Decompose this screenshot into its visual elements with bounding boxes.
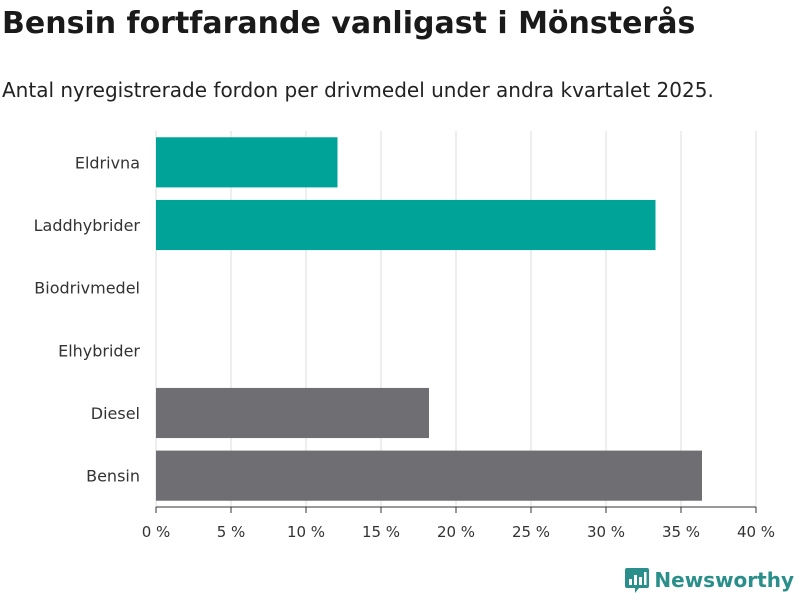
bar-bensin: [156, 450, 702, 501]
x-tick-labels: 0 % 5 % 10 % 15 % 20 % 25 % 30 % 35 % 40 %: [142, 507, 775, 541]
x-tick-label: 20 %: [437, 523, 475, 541]
x-tick-label: 5 %: [217, 523, 246, 541]
chart-subtitle: Antal nyregistrerade fordon per drivmede…: [2, 78, 714, 102]
brand-name: Newsworthy: [654, 568, 794, 592]
bar-chart: Eldrivna Laddhybrider Biodrivmedel Elhybrid…: [34, 131, 775, 541]
grid-lines: [155, 131, 757, 507]
bars: [156, 137, 702, 501]
category-label: Biodrivmedel: [34, 279, 140, 298]
x-tick-label: 35 %: [662, 523, 700, 541]
newsworthy-logo-icon: [625, 568, 650, 593]
x-tick-label: 10 %: [287, 523, 325, 541]
x-tick-label: 25 %: [512, 523, 550, 541]
x-tick-label: 40 %: [737, 523, 775, 541]
x-tick-label: 15 %: [362, 523, 400, 541]
chart-title: Bensin fortfarande vanligast i Mönsterås: [2, 6, 696, 41]
brand-logo: Newsworthy: [624, 566, 794, 594]
x-tick-label: 0 %: [142, 523, 171, 541]
category-label: Diesel: [91, 404, 140, 423]
bar-diesel: [156, 387, 429, 439]
category-label: Laddhybrider: [34, 216, 141, 235]
bar-eldrivna: [156, 137, 338, 188]
x-tick-label: 30 %: [587, 523, 625, 541]
category-label: Elhybrider: [58, 341, 140, 360]
bar-laddhybrider: [156, 199, 656, 251]
category-labels: Eldrivna Laddhybrider Biodrivmedel Elhybrid…: [34, 153, 141, 485]
category-label: Bensin: [86, 467, 140, 486]
category-label: Eldrivna: [75, 153, 140, 172]
